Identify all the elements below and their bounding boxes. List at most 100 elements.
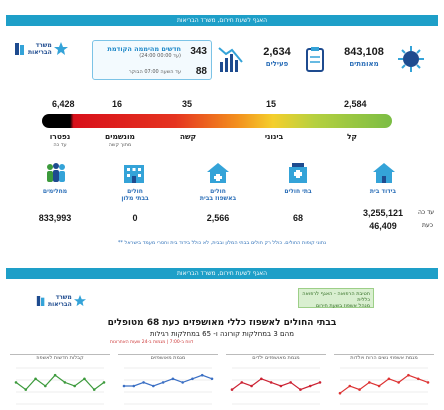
trend-chart-icon	[218, 47, 243, 72]
mini-chart-4-title: קבלות חדשות לאשפוז	[36, 355, 84, 361]
mini-chart-4-point	[102, 381, 106, 384]
hospitals-subtitle: מהם 3 במחלקות קורונה ו- 65 במחלקות רגילו…	[149, 330, 295, 338]
clipboard-icon	[306, 47, 324, 72]
home-iso-value: 3,255,121	[362, 208, 404, 218]
mini-chart-1-line	[339, 374, 429, 394]
mini-chart-1-point	[397, 381, 400, 384]
mini-chart-1-point	[426, 381, 430, 384]
mini-chart-3-point	[132, 384, 136, 388]
mini-chart-4-point	[92, 388, 96, 391]
mini-chart-4-point	[63, 381, 67, 384]
star-icon	[53, 42, 68, 55]
sev-dead-sub: עד כה	[53, 142, 67, 148]
sev-serious-label: קשה	[179, 132, 197, 141]
logo-line1: משרד	[35, 42, 52, 49]
home-iso-label: בידוד בית	[369, 188, 397, 195]
mini-chart-1: מגמת אשפוזי נשים הרות ויולדות	[334, 354, 434, 410]
new-cases-title: חדשים מהיממה הקודמת	[107, 45, 181, 53]
mini-chart-3-point	[181, 381, 184, 384]
side-label-now: כעת	[422, 222, 433, 229]
hospital-icon	[289, 163, 307, 183]
mini-chart-4-point	[34, 377, 37, 381]
mini-chart-2-point	[230, 388, 234, 391]
mini-chart-4-point	[14, 381, 18, 384]
mini-chart-3-point	[200, 373, 204, 377]
mini-chart-1-point	[407, 373, 410, 377]
sev-serious-value: 35	[182, 99, 193, 109]
new-cases-time2: עד השעה 07:00 הבוקר	[128, 69, 181, 75]
mini-chart-2-point	[269, 381, 273, 384]
virus-icon	[398, 46, 424, 72]
mini-chart-1-point	[387, 377, 391, 381]
recovered-label: מחלימים	[42, 188, 68, 195]
mini-chart-3-point	[171, 377, 175, 381]
mini-chart-4-line	[15, 374, 105, 391]
sev-mild-value: 2,584	[344, 99, 367, 109]
mini-chart-2-point	[279, 384, 283, 388]
mini-chart-1-plot	[338, 367, 430, 405]
hotels-value: 0	[132, 213, 138, 223]
ministry-emblem-icon	[15, 43, 24, 55]
mini-chart-3-point	[161, 381, 165, 384]
severity-bar	[42, 114, 392, 128]
mini-chart-3: מגמת מאושפזים	[118, 354, 218, 410]
new-cases-value1: 343	[190, 46, 207, 57]
sev-ventilated-value: 16	[112, 99, 123, 109]
home-iso-value2: 46,409	[369, 221, 397, 231]
home-isolation-icon	[373, 163, 395, 183]
mini-chart-3-point	[142, 381, 145, 384]
sev-moderate-label: בינוני	[264, 132, 284, 141]
mini-chart-4-point	[24, 388, 28, 391]
mini-chart-2-point	[308, 384, 312, 388]
home-hospitalization-icon	[207, 163, 229, 183]
mini-chart-4-point	[44, 384, 47, 388]
mini-chart-3-point	[191, 377, 194, 381]
home-hosp-label: חולים באשפוז בבית	[199, 188, 237, 202]
mini-chart-2-point	[318, 381, 322, 384]
management-line2: מנהל אשפוז בשעת חירום	[315, 303, 370, 309]
home-hosp-value: 2,566	[206, 213, 230, 223]
mini-chart-4: קבלות חדשות לאשפוז	[10, 354, 110, 410]
management-box: חטיבת הרפואה - האגף לרפואה כללית מנהל אש…	[298, 288, 374, 309]
mini-chart-3-point	[122, 384, 126, 388]
confirmed-label: מאומתים	[349, 60, 379, 68]
mini-chart-1-title: מגמת אשפוזי נשים הרות ויולדות	[350, 355, 418, 361]
mini-chart-2-line	[231, 378, 321, 391]
mini-chart-4-plot	[14, 367, 106, 405]
new-cases-box: חדשים מהיממה הקודמת (24:00 עד 00:00) 343…	[92, 40, 212, 80]
mini-chart-3-line	[124, 374, 213, 387]
active-value: 2,634	[263, 46, 291, 58]
logo-line2-lower: הבריאות	[48, 301, 72, 308]
mini-chart-2-point	[289, 381, 292, 384]
ministry-logo: משרד הבריאות	[14, 42, 68, 56]
active-label: פעילים	[265, 60, 289, 68]
recovered-value: 833,993	[38, 213, 72, 223]
hotel-icon	[124, 165, 144, 183]
mini-chart-1-point	[368, 381, 371, 384]
mid-band: האגף לשעת חירום, משרד הבריאות	[6, 268, 438, 279]
ministry-logo-lower: משרד הבריאות	[36, 294, 86, 308]
hospitals-title: בבתי החולים לאשפוז כללי מאושפזים כעת 68 …	[107, 318, 337, 328]
management-line1: חטיבת הרפואה - האגף לרפואה כללית	[302, 291, 370, 303]
sev-moderate-value: 15	[266, 99, 277, 109]
mini-chart-2: מגמת מאושפזים ילדים	[226, 354, 326, 410]
mini-chart-3-plot	[122, 367, 214, 405]
mini-chart-4-point	[83, 377, 86, 381]
hospitals-note: דווח ב-7:00 | מגמות ב-24 שעות האחרונות	[110, 340, 194, 345]
sev-mild-label: קל	[346, 132, 358, 141]
mini-chart-2-point	[240, 381, 244, 384]
logo-line2: הבריאות	[28, 49, 52, 56]
new-cases-time1: (24:00 עד 00:00)	[139, 53, 181, 59]
sev-dead-label: נפטרו	[49, 132, 71, 141]
sev-ventilated-label: מונשמים	[105, 132, 135, 141]
mini-chart-1-point	[358, 388, 361, 391]
header-band: האגף לשעת חירום, משרד הבריאות	[6, 15, 438, 26]
footnote: ** נתוני קופות החולים. כולל רק חולים בבת…	[117, 240, 327, 246]
mini-chart-2-title: מגמת מאושפזים ילדים	[252, 355, 300, 361]
mini-chart-3-title: מגמת מאושפזים	[150, 355, 186, 361]
ministry-emblem-icon-lower	[36, 296, 45, 306]
mini-chart-4-point	[73, 384, 76, 388]
mini-chart-2-point	[250, 384, 253, 388]
mini-chart-1-point	[416, 377, 420, 381]
new-cases-value2: 88	[195, 66, 207, 77]
